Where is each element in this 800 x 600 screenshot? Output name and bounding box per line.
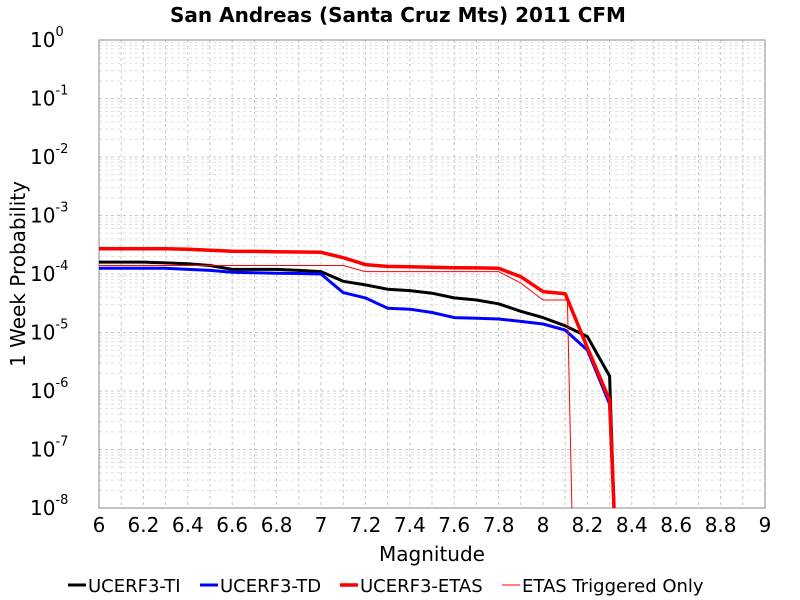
x-tick-label: 8.2: [571, 513, 603, 537]
y-tick-label: 10-2: [30, 142, 68, 169]
y-tick-label: 10-3: [30, 201, 68, 228]
x-tick-label: 7.2: [349, 513, 381, 537]
x-tick-label: 9: [759, 513, 772, 537]
legend-label: ETAS Triggered Only: [522, 576, 704, 597]
x-tick-label: 8.4: [616, 513, 648, 537]
legend-label: UCERF3-TI: [88, 576, 181, 597]
y-axis-label: 1 Week Probability: [6, 181, 30, 367]
series-line-2: [99, 266, 616, 509]
y-tick-label: 10-5: [30, 318, 68, 345]
x-tick-label: 7: [315, 513, 328, 537]
y-tick-label: 10-6: [30, 376, 68, 403]
series-line-3: [99, 247, 616, 509]
x-tick-label: 8: [537, 513, 550, 537]
x-tick-labels: 6 6.2 6.4 6.6 6.8 7 7.2 7.4 7.6 7.8 8 8.2 8.4 8.6 8.8 9: [93, 513, 772, 537]
y-tick-label: 10-8: [30, 493, 68, 520]
chart-title: San Andreas (Santa Cruz Mts) 2011 CFM: [170, 3, 626, 27]
series-line-4: [99, 265, 573, 509]
y-tick-label: 10-4: [30, 259, 68, 286]
x-tick-label: 8.6: [660, 513, 692, 537]
series-layer: [99, 247, 616, 509]
x-tick-label: 6.4: [172, 513, 204, 537]
y-tick-label: 10-1: [30, 84, 68, 111]
x-tick-label: 8.8: [705, 513, 737, 537]
legend-label: UCERF3-TD: [220, 576, 321, 597]
x-axis-label: Magnitude: [379, 542, 485, 566]
legend-label: UCERF3-ETAS: [360, 576, 483, 597]
x-tick-label: 6.6: [216, 513, 248, 537]
x-tick-label: 7.6: [438, 513, 470, 537]
x-tick-label: 7.4: [394, 513, 426, 537]
x-tick-label: 6.2: [127, 513, 159, 537]
x-tick-label: 6: [93, 513, 106, 537]
x-tick-label: 7.8: [483, 513, 515, 537]
y-tick-labels: 100 10-1 10-2 10-3 10-4 10-5 10-6 10-7 10-8: [30, 25, 68, 520]
plot-area-frame: [98, 39, 766, 509]
y-tick-label: 100: [30, 25, 64, 52]
y-tick-label: 10-7: [30, 435, 68, 462]
series-line-1: [99, 260, 616, 509]
legend: UCERF3-TI UCERF3-TD UCERF3-ETAS ETAS Trigge…: [68, 576, 704, 597]
x-tick-label: 6.8: [261, 513, 293, 537]
